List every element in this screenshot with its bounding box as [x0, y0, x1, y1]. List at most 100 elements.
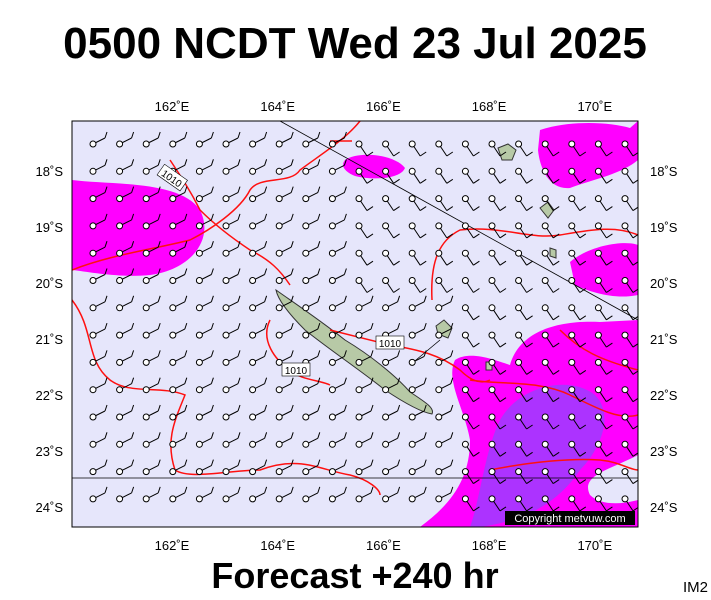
barb-station — [488, 358, 496, 366]
wind-barb — [541, 386, 560, 403]
barb-feather — [157, 377, 161, 384]
wind-barb — [222, 404, 241, 421]
wind-barb — [568, 358, 587, 375]
barb-feather — [264, 432, 268, 439]
lat-label: 22˚S — [650, 388, 678, 403]
barb-feather — [366, 151, 374, 157]
wind-barb — [89, 159, 108, 175]
lon-label: 162˚E — [155, 99, 190, 114]
wind-barb — [515, 167, 533, 184]
barb-feather — [423, 404, 427, 412]
wind-barb — [621, 358, 638, 375]
barb-station — [275, 249, 283, 257]
wind-barb — [461, 331, 480, 348]
wind-barb — [408, 486, 427, 503]
wind-barb — [116, 159, 135, 175]
barb-feather — [419, 151, 427, 157]
barb-feather — [499, 315, 507, 321]
wind-barb — [382, 459, 401, 476]
wind-barb — [142, 268, 161, 284]
barb-feather — [131, 322, 135, 330]
wind-barb — [488, 304, 507, 321]
barb-feather — [419, 288, 427, 293]
barb-feather — [606, 342, 613, 348]
wind-barb — [328, 295, 347, 312]
barb-station — [275, 140, 283, 148]
barb-station — [116, 222, 124, 230]
barb-feather — [104, 404, 108, 412]
barb-feather — [473, 260, 480, 266]
barb-station — [515, 331, 523, 339]
wind-barb — [222, 186, 241, 203]
forecast-label: Forecast +240 hr — [211, 555, 498, 596]
barb-feather — [210, 159, 214, 166]
barb-station — [408, 140, 416, 148]
barb-feather — [131, 213, 135, 221]
wind-barb — [328, 432, 347, 448]
barb-station — [541, 440, 549, 448]
wind-barb — [142, 350, 161, 366]
barb-station — [621, 195, 629, 203]
lat-label: 22˚S — [36, 388, 64, 403]
barb-feather — [157, 432, 161, 439]
isobar-label-box — [156, 163, 188, 192]
barb-feather — [157, 268, 161, 275]
barb-feather — [397, 377, 401, 384]
barb-station — [515, 277, 523, 284]
lat-label: 19˚S — [36, 220, 64, 235]
wind-barb — [355, 377, 374, 394]
barb-station — [515, 358, 523, 366]
barb-station — [195, 195, 203, 203]
wind-barb — [408, 459, 427, 476]
wind-barb — [461, 222, 480, 239]
wind-barb — [382, 222, 400, 239]
wind-barb — [142, 432, 161, 448]
barb-feather — [184, 295, 188, 302]
wind-barb — [435, 277, 454, 293]
barb-station — [461, 304, 469, 312]
barb-station — [435, 222, 443, 230]
barb-station — [302, 277, 310, 284]
barb-feather — [237, 486, 241, 494]
wind-barb — [275, 241, 294, 257]
wind-barb — [249, 186, 268, 203]
wind-barb — [275, 322, 294, 339]
barb-feather — [290, 432, 294, 439]
barb-station — [461, 495, 469, 503]
barb-station — [488, 495, 496, 503]
lon-label: 170˚E — [577, 538, 612, 553]
barb-station — [382, 222, 390, 230]
wind-barb — [195, 377, 214, 394]
barb-feather — [237, 159, 241, 166]
barb-station — [621, 413, 629, 421]
wind-barb — [461, 468, 480, 485]
wind-barb — [621, 222, 638, 239]
barb-feather — [237, 295, 241, 302]
wind-barb — [142, 322, 161, 339]
barb-feather — [237, 432, 241, 439]
barb-station — [435, 304, 443, 312]
barb-station — [515, 167, 523, 175]
barb-station — [541, 277, 549, 284]
wind-barb — [488, 277, 507, 293]
barb-feather — [264, 186, 268, 193]
barb-feather — [606, 424, 613, 430]
barb-station — [116, 304, 124, 312]
wind-barb — [488, 358, 507, 375]
wind-barb — [435, 140, 454, 157]
barb-feather — [552, 178, 560, 184]
wind-barb — [594, 249, 613, 266]
wind-barb — [302, 322, 321, 339]
barb-feather — [419, 178, 427, 184]
barb-feather — [632, 452, 638, 457]
wind-barb — [116, 350, 135, 366]
barb-station — [195, 249, 203, 257]
wind-barb — [355, 459, 374, 476]
barb-station — [568, 140, 576, 148]
barb-station — [435, 468, 443, 476]
wind-barb — [249, 131, 268, 148]
rain-area — [538, 121, 638, 189]
barb-feather — [397, 432, 401, 439]
barb-feather — [317, 322, 321, 330]
barb-feather — [104, 213, 108, 221]
